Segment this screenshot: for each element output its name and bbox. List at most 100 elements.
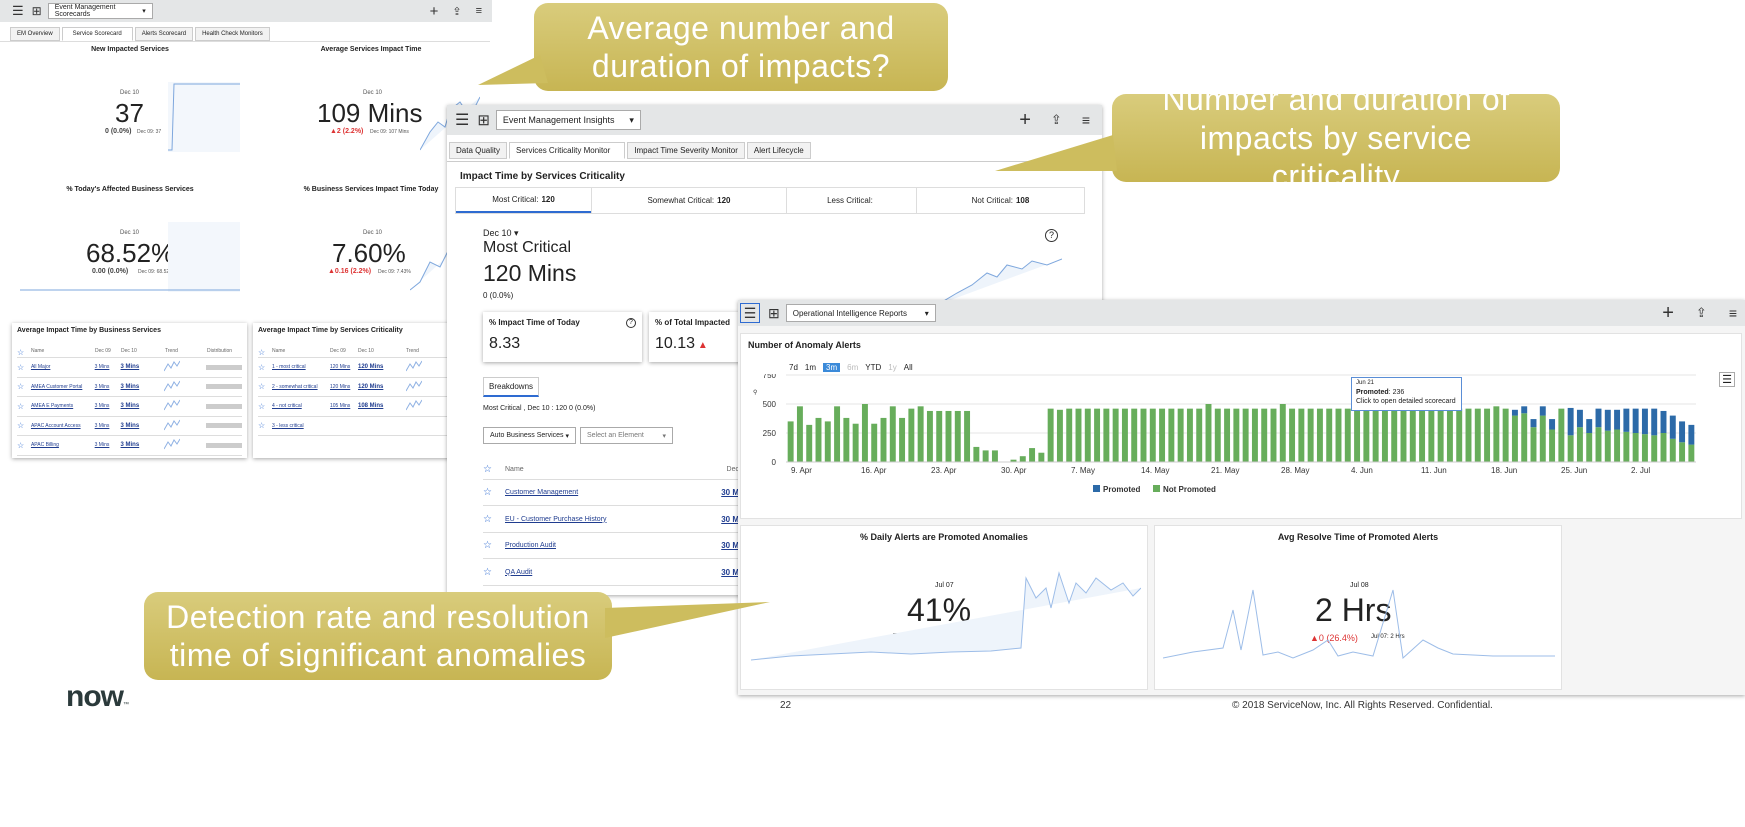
star-icon[interactable]: ☆	[258, 401, 266, 411]
bar-not-promoted[interactable]	[1112, 408, 1119, 462]
element-select[interactable]: Select an Element ▾	[580, 427, 673, 444]
bar-not-promoted[interactable]	[1549, 429, 1556, 462]
bar-not-promoted[interactable]	[982, 450, 989, 462]
bar-not-promoted[interactable]	[1131, 408, 1138, 462]
bar-promoted[interactable]	[1651, 408, 1658, 436]
share-icon[interactable]: ⇪	[452, 5, 462, 18]
row-dec10[interactable]: 3 Mins	[120, 364, 140, 371]
table-row[interactable]: ☆ 1 - most critical 120 Mins 120 Mins	[258, 358, 448, 378]
bar-promoted[interactable]	[1549, 419, 1556, 430]
bar-not-promoted[interactable]	[880, 417, 887, 462]
plus-icon[interactable]: +	[1019, 108, 1031, 131]
bar-not-promoted[interactable]	[1576, 427, 1583, 462]
dashboard-select[interactable]: Operational Intelligence Reports ▾	[785, 304, 936, 322]
step-less-critical[interactable]: Less Critical:	[786, 188, 916, 213]
bar-not-promoted[interactable]	[1586, 433, 1593, 462]
bar-not-promoted[interactable]	[871, 423, 878, 462]
bar-not-promoted[interactable]	[1094, 408, 1101, 462]
list-item[interactable]: ☆ Production Audit 30 M	[483, 533, 739, 559]
list-item-name[interactable]: EU - Customer Purchase History	[505, 515, 607, 523]
bar-not-promoted[interactable]	[1428, 408, 1435, 462]
bar-not-promoted[interactable]	[1242, 408, 1249, 462]
row-dec09[interactable]: 105 Mins	[330, 403, 351, 410]
grid-icon[interactable]: ⊞	[768, 304, 780, 321]
bar-not-promoted[interactable]	[1121, 408, 1128, 462]
bar-not-promoted[interactable]	[1354, 408, 1361, 462]
widget-resolve-time[interactable]: Avg Resolve Time of Promoted Alerts Jul …	[1154, 525, 1562, 690]
bar-not-promoted[interactable]	[1344, 408, 1351, 462]
row-dec10[interactable]: 120 Mins	[358, 383, 384, 390]
bar-not-promoted[interactable]	[1623, 431, 1630, 462]
tab-services-criticality[interactable]: Services Criticality Monitor	[509, 142, 626, 159]
bar-not-promoted[interactable]	[1372, 408, 1379, 462]
bar-promoted[interactable]	[1586, 419, 1593, 433]
bar-not-promoted[interactable]	[1437, 408, 1444, 462]
star-icon[interactable]: ☆	[17, 421, 25, 431]
bar-not-promoted[interactable]	[1502, 408, 1509, 462]
bar-not-promoted[interactable]	[1604, 430, 1611, 462]
card-impact-today[interactable]: % Impact Time of Today 8.33 ?	[483, 312, 642, 362]
table-row[interactable]: ☆ AMEA Customer Portal 3 Mins 3 Mins	[17, 378, 242, 397]
tab-health-check[interactable]: Health Check Monitors	[195, 27, 270, 41]
bar-not-promoted[interactable]	[787, 421, 794, 462]
bar-not-promoted[interactable]	[1270, 408, 1277, 462]
range-6m[interactable]: 6m	[847, 363, 859, 372]
bar-promoted[interactable]	[1623, 408, 1630, 432]
table-row[interactable]: ☆ AMEA E Payments 3 Mins 3 Mins	[17, 397, 242, 417]
bar-not-promoted[interactable]	[1679, 442, 1686, 462]
range-all[interactable]: All	[903, 363, 913, 372]
filter-icon[interactable]: ≡	[475, 5, 482, 17]
filter-icon[interactable]: ≡	[1081, 112, 1090, 128]
bar-not-promoted[interactable]	[964, 410, 971, 462]
plus-icon[interactable]: +	[429, 2, 439, 20]
row-dec09[interactable]: 120 Mins	[330, 364, 351, 371]
bar-not-promoted[interactable]	[824, 421, 831, 462]
filter-icon[interactable]: ≡	[1728, 305, 1737, 321]
list-item[interactable]: ☆ QA Audit 30 M	[483, 560, 739, 586]
bar-promoted[interactable]	[1660, 410, 1667, 433]
table-row[interactable]: ☆ 3 - less critical	[258, 417, 448, 436]
row-dec10[interactable]: 3 Mins	[120, 422, 140, 429]
bar-not-promoted[interactable]	[1474, 408, 1481, 462]
bar-not-promoted[interactable]	[852, 423, 859, 462]
bar-not-promoted[interactable]	[1261, 408, 1268, 462]
bar-not-promoted[interactable]	[1335, 408, 1342, 462]
bar-promoted[interactable]	[1688, 424, 1695, 445]
bar-not-promoted[interactable]	[1530, 427, 1537, 462]
bar-not-promoted[interactable]	[1029, 448, 1036, 462]
row-dec09[interactable]: 120 Mins	[330, 383, 351, 390]
bar-not-promoted[interactable]	[917, 406, 924, 462]
star-icon[interactable]: ☆	[483, 540, 492, 551]
table-row[interactable]: ☆ All Major 3 Mins 3 Mins	[17, 358, 242, 378]
star-icon[interactable]: ☆	[483, 566, 492, 578]
auto-business-select[interactable]: Auto Business Services ▾	[483, 427, 576, 444]
bar-not-promoted[interactable]	[889, 406, 896, 462]
bar-promoted[interactable]	[1614, 409, 1621, 430]
card-total-impacted[interactable]: % of Total Impacted 10.13 ▲	[649, 312, 744, 362]
bar-not-promoted[interactable]	[1224, 408, 1231, 462]
star-icon[interactable]: ☆	[258, 362, 266, 372]
dashboard-select[interactable]: Event Management Scorecards ▾	[47, 3, 153, 19]
range-3m[interactable]: 3m	[823, 363, 841, 372]
bar-not-promoted[interactable]	[1186, 408, 1193, 462]
table-row[interactable]: ☆ APAC Billing 3 Mins 3 Mins	[17, 436, 242, 456]
list-item-value[interactable]: 30 M	[721, 488, 739, 497]
bar-promoted[interactable]	[1530, 419, 1537, 428]
bar-not-promoted[interactable]	[1660, 433, 1667, 462]
list-item[interactable]: ☆ Customer Management 30 M	[483, 480, 739, 506]
bar-not-promoted[interactable]	[1688, 444, 1695, 462]
bar-not-promoted[interactable]	[1614, 429, 1621, 462]
range-7d[interactable]: 7d	[789, 363, 798, 372]
bar-not-promoted[interactable]	[1177, 408, 1184, 462]
share-icon[interactable]: ⇪	[1050, 112, 1062, 127]
star-icon[interactable]: ☆	[17, 440, 25, 450]
widget-new-impacted[interactable]: New Impacted Services Dec 10 37 0 (0.0%)…	[20, 46, 240, 156]
bar-promoted[interactable]	[1679, 421, 1686, 443]
menu-icon[interactable]: ☰	[455, 112, 470, 129]
tab-impact-time-severity[interactable]: Impact Time Severity Monitor	[627, 142, 745, 159]
bar-not-promoted[interactable]	[1326, 408, 1333, 462]
bar-not-promoted[interactable]	[1391, 408, 1398, 462]
bar-not-promoted[interactable]	[1289, 408, 1296, 462]
row-dec10[interactable]: 3 Mins	[120, 442, 140, 449]
bar-not-promoted[interactable]	[796, 406, 803, 462]
